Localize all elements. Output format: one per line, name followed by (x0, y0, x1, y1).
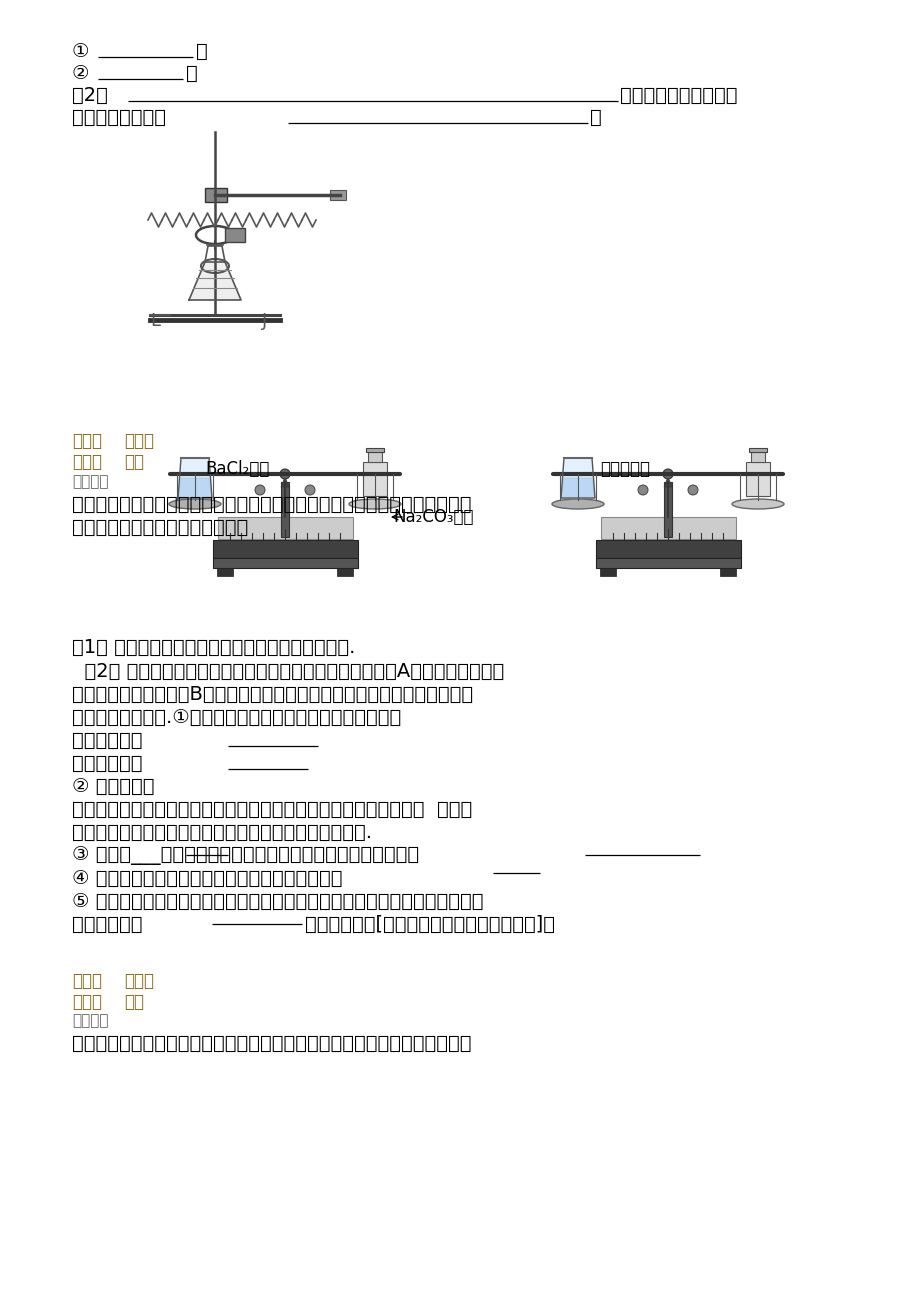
Bar (745, 462, 769, 496)
Text: 详细信息: 详细信息 (72, 474, 108, 490)
Bar (205, 187, 227, 202)
Bar (750, 452, 765, 462)
Text: 小李的实验：: 小李的实验： (72, 754, 142, 773)
Circle shape (279, 469, 289, 479)
Text: 反应的化学方程式: 反应的化学方程式 (72, 108, 165, 128)
Bar (596, 559, 740, 568)
Text: 解答题: 解答题 (124, 432, 153, 450)
Text: （2）: （2） (72, 86, 108, 105)
Text: （填化学式）[注：以上四种药品均不能再用]．: （填化学式）[注：以上四种药品均不能再用]． (305, 915, 554, 934)
Polygon shape (561, 478, 595, 497)
Text: 题型：: 题型： (72, 973, 102, 990)
Polygon shape (188, 262, 241, 299)
Text: 难度：: 难度： (72, 993, 102, 1010)
Text: 小刘的实验：: 小刘的实验： (72, 730, 142, 750)
Text: 困难: 困难 (124, 993, 144, 1010)
Text: （2） 设计并进行实验：小刘设计的实验装置和选用药品如A所示，小李设计的: （2） 设计并进行实验：小刘设计的实验装置和选用药品如A所示，小李设计的 (72, 661, 504, 681)
Text: 刘、小李按下面的步骤进行探究：: 刘、小李按下面的步骤进行探究： (72, 518, 248, 536)
Bar (330, 190, 346, 201)
Text: ② 实验结论：: ② 实验结论： (72, 777, 154, 796)
Bar (366, 448, 383, 452)
Ellipse shape (732, 499, 783, 509)
Text: 实验装置和选用药品如B所示，他们在反应前后都进行了规范的操作、准确的: 实验装置和选用药品如B所示，他们在反应前后都进行了规范的操作、准确的 (72, 685, 472, 704)
Ellipse shape (348, 499, 401, 509)
Text: 解答题: 解答题 (124, 973, 153, 990)
Text: ④ 请从原子的角度分析你认为正确的结论的原因：: ④ 请从原子的角度分析你认为正确的结论的原因： (72, 868, 342, 888)
Ellipse shape (169, 499, 221, 509)
Text: 小刘认为：在化学反应中，生成物的总质量与反应物的总质量相等；  小李认: 小刘认为：在化学反应中，生成物的总质量与反应物的总质量相等； 小李认 (72, 799, 471, 819)
Text: （1） 提出假设：物质发生化学变化前后总质量不变.: （1） 提出假设：物质发生化学变化前后总质量不变. (72, 638, 355, 658)
Text: ⑤ 使用上述实验装置，请你选择另外两种药品进行实验达到实验目的，这两种: ⑤ 使用上述实验装置，请你选择另外两种药品进行实验达到实验目的，这两种 (72, 892, 483, 911)
Text: 压轴: 压轴 (124, 453, 144, 471)
Text: ；: ； (196, 42, 208, 61)
Text: 。: 。 (589, 108, 601, 128)
Polygon shape (177, 458, 211, 497)
Circle shape (637, 486, 647, 495)
Text: 称量和细致的观察.①这两个实验所发生的化学反应方程式为：: 称量和细致的观察.①这两个实验所发生的化学反应方程式为： (72, 708, 401, 727)
Text: ②: ② (72, 64, 89, 83)
Text: ③ 你认为___的结论正确，导致另一个实验结论错误的原因是：: ③ 你认为___的结论正确，导致另一个实验结论错误的原因是： (72, 846, 419, 865)
Text: 物质发生化学变化的前后，总质量是否发生改变？是增加、减少还是不变？小: 物质发生化学变化的前后，总质量是否发生改变？是增加、减少还是不变？小 (72, 1034, 471, 1053)
Text: 足量稀盐酸: 足量稀盐酸 (599, 460, 650, 478)
Text: 写出铜丝加热时所发生: 写出铜丝加热时所发生 (619, 86, 737, 105)
Polygon shape (177, 478, 211, 497)
Bar (664, 482, 671, 536)
Text: Na₂CO₃溶液: Na₂CO₃溶液 (392, 508, 473, 526)
Bar (599, 568, 616, 575)
Bar (363, 462, 387, 496)
Circle shape (255, 486, 265, 495)
Bar (720, 568, 735, 575)
Text: 。: 。 (186, 64, 198, 83)
Text: 为：在化学反应中，生成物总质量与反应物总质量不相等.: 为：在化学反应中，生成物总质量与反应物总质量不相等. (72, 823, 371, 842)
Bar (213, 540, 357, 559)
Bar (748, 448, 766, 452)
Bar (217, 568, 233, 575)
Polygon shape (561, 458, 595, 497)
Polygon shape (664, 477, 671, 487)
Circle shape (305, 486, 314, 495)
Bar (596, 540, 740, 559)
Bar (368, 452, 381, 462)
Text: L: L (150, 312, 160, 329)
Text: J: J (262, 312, 267, 329)
Bar (600, 517, 735, 539)
Bar (218, 517, 353, 539)
Bar (213, 559, 357, 568)
Text: 难度：: 难度： (72, 453, 102, 471)
Circle shape (663, 469, 673, 479)
Polygon shape (280, 477, 289, 487)
Text: 详细信息: 详细信息 (72, 1013, 108, 1029)
Circle shape (687, 486, 698, 495)
Text: 题型：: 题型： (72, 432, 102, 450)
Text: ①: ① (72, 42, 89, 61)
Bar (225, 228, 244, 242)
Text: 物质发生化学变化的前后，总质量是否发生改变？是增加、减小还是不变？小: 物质发生化学变化的前后，总质量是否发生改变？是增加、减小还是不变？小 (72, 495, 471, 514)
Text: 药品可以是和: 药品可以是和 (72, 915, 142, 934)
Ellipse shape (551, 499, 604, 509)
Bar (336, 568, 353, 575)
Bar (280, 482, 289, 536)
Text: BaCl₂溶液: BaCl₂溶液 (205, 460, 269, 478)
